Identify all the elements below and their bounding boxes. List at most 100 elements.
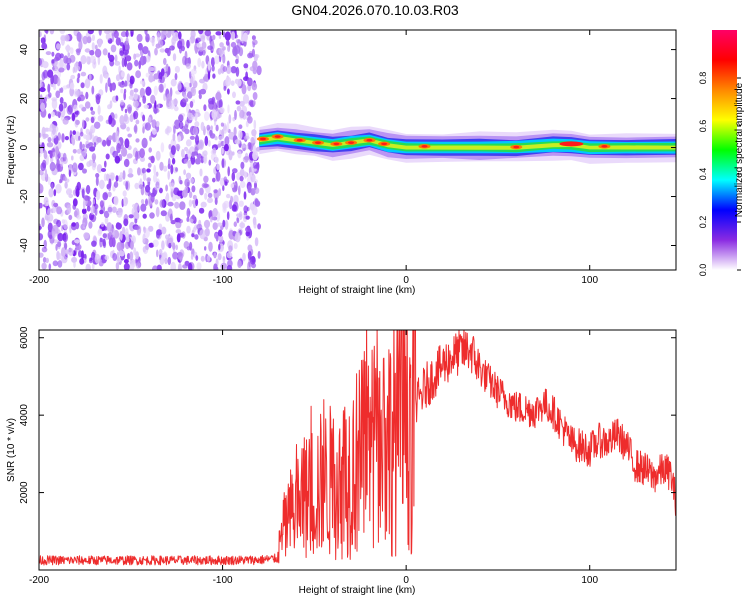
noise-speckle [76, 31, 82, 42]
noise-speckle [153, 173, 157, 183]
noise-speckle [232, 46, 238, 57]
noise-speckle [199, 229, 206, 240]
noise-speckle [246, 111, 252, 117]
noise-speckle [130, 31, 134, 37]
noise-speckle [72, 66, 76, 74]
noise-speckle [80, 55, 87, 65]
noise-speckle [81, 208, 87, 215]
noise-speckle [57, 241, 62, 248]
noise-speckle [76, 148, 82, 154]
noise-speckle [134, 218, 138, 224]
noise-speckle [224, 31, 231, 41]
y-tick-label: 6000 [19, 326, 30, 349]
noise-speckle [220, 262, 227, 270]
noise-speckle [151, 119, 157, 129]
noise-speckle [72, 130, 76, 136]
noise-speckle [168, 99, 176, 110]
noise-speckle [107, 77, 111, 88]
noise-speckle [178, 121, 184, 130]
noise-speckle [188, 262, 193, 270]
noise-speckle [243, 191, 247, 200]
noise-speckle [155, 43, 161, 49]
noise-speckle [150, 155, 155, 164]
noise-speckle [68, 247, 74, 256]
noise-speckle [115, 262, 120, 270]
noise-speckle [141, 137, 148, 149]
noise-speckle [102, 192, 108, 201]
colorbar-gradient [712, 30, 737, 270]
spectrogram-signal-band [256, 123, 676, 164]
noise-speckle [182, 97, 189, 103]
x-tick-label: -200 [29, 275, 49, 286]
noise-speckle [87, 30, 94, 35]
noise-speckle [187, 159, 192, 169]
noise-speckle [201, 60, 205, 69]
noise-speckle [47, 176, 51, 186]
noise-speckle [139, 87, 145, 98]
noise-speckle [55, 146, 60, 155]
snr-x-label: Height of straight line (km) [299, 585, 416, 596]
noise-speckle [51, 124, 56, 135]
noise-speckle [108, 178, 112, 189]
noise-speckle [62, 85, 68, 90]
noise-speckle [204, 135, 209, 146]
noise-speckle [64, 181, 68, 189]
noise-speckle [184, 128, 190, 135]
noise-speckle [257, 250, 261, 259]
noise-speckle [138, 60, 141, 70]
noise-speckle [164, 47, 170, 54]
noise-speckle [48, 234, 53, 240]
noise-speckle [159, 75, 165, 84]
noise-speckle [123, 91, 126, 101]
noise-speckle [207, 197, 213, 204]
noise-speckle [123, 259, 129, 264]
noise-speckle [130, 240, 134, 250]
noise-speckle [217, 248, 224, 253]
noise-speckle [206, 124, 211, 131]
noise-speckle [148, 74, 154, 83]
noise-speckle [237, 150, 242, 159]
noise-speckle [39, 169, 44, 176]
noise-speckle [174, 73, 178, 81]
noise-speckle [91, 240, 97, 247]
noise-speckle [47, 83, 51, 94]
noise-speckle [212, 177, 216, 183]
noise-speckle [225, 40, 230, 46]
noise-speckle [72, 198, 78, 207]
noise-speckle [126, 237, 130, 243]
noise-speckle [237, 260, 242, 268]
noise-speckle [129, 75, 135, 85]
noise-speckle [218, 235, 224, 243]
noise-speckle [172, 242, 176, 250]
signal-hotspot [381, 142, 388, 146]
noise-speckle [234, 139, 241, 145]
noise-speckle [189, 100, 194, 108]
noise-speckle [181, 148, 185, 158]
noise-speckle [75, 61, 79, 68]
noise-speckle [40, 102, 45, 112]
noise-speckle [172, 53, 177, 62]
noise-speckle [41, 262, 47, 270]
noise-speckle [252, 92, 258, 100]
noise-speckle [201, 151, 205, 158]
noise-speckle [54, 111, 62, 117]
noise-speckle [244, 171, 247, 179]
noise-speckle [215, 91, 222, 101]
noise-speckle [243, 135, 250, 140]
noise-speckle [110, 44, 117, 53]
noise-speckle [200, 255, 205, 262]
noise-speckle [89, 129, 94, 134]
noise-speckle [72, 149, 77, 154]
signal-hotspot [513, 145, 520, 149]
noise-speckle [111, 206, 117, 213]
noise-speckle [183, 82, 190, 90]
noise-speckle [247, 142, 252, 150]
noise-speckle [167, 66, 171, 76]
noise-speckle [142, 233, 146, 244]
noise-speckle [150, 94, 156, 104]
noise-speckle [152, 265, 159, 270]
x-tick-label: -100 [213, 275, 233, 286]
noise-speckle [93, 142, 97, 148]
noise-speckle [123, 158, 130, 168]
noise-speckle [154, 47, 158, 56]
